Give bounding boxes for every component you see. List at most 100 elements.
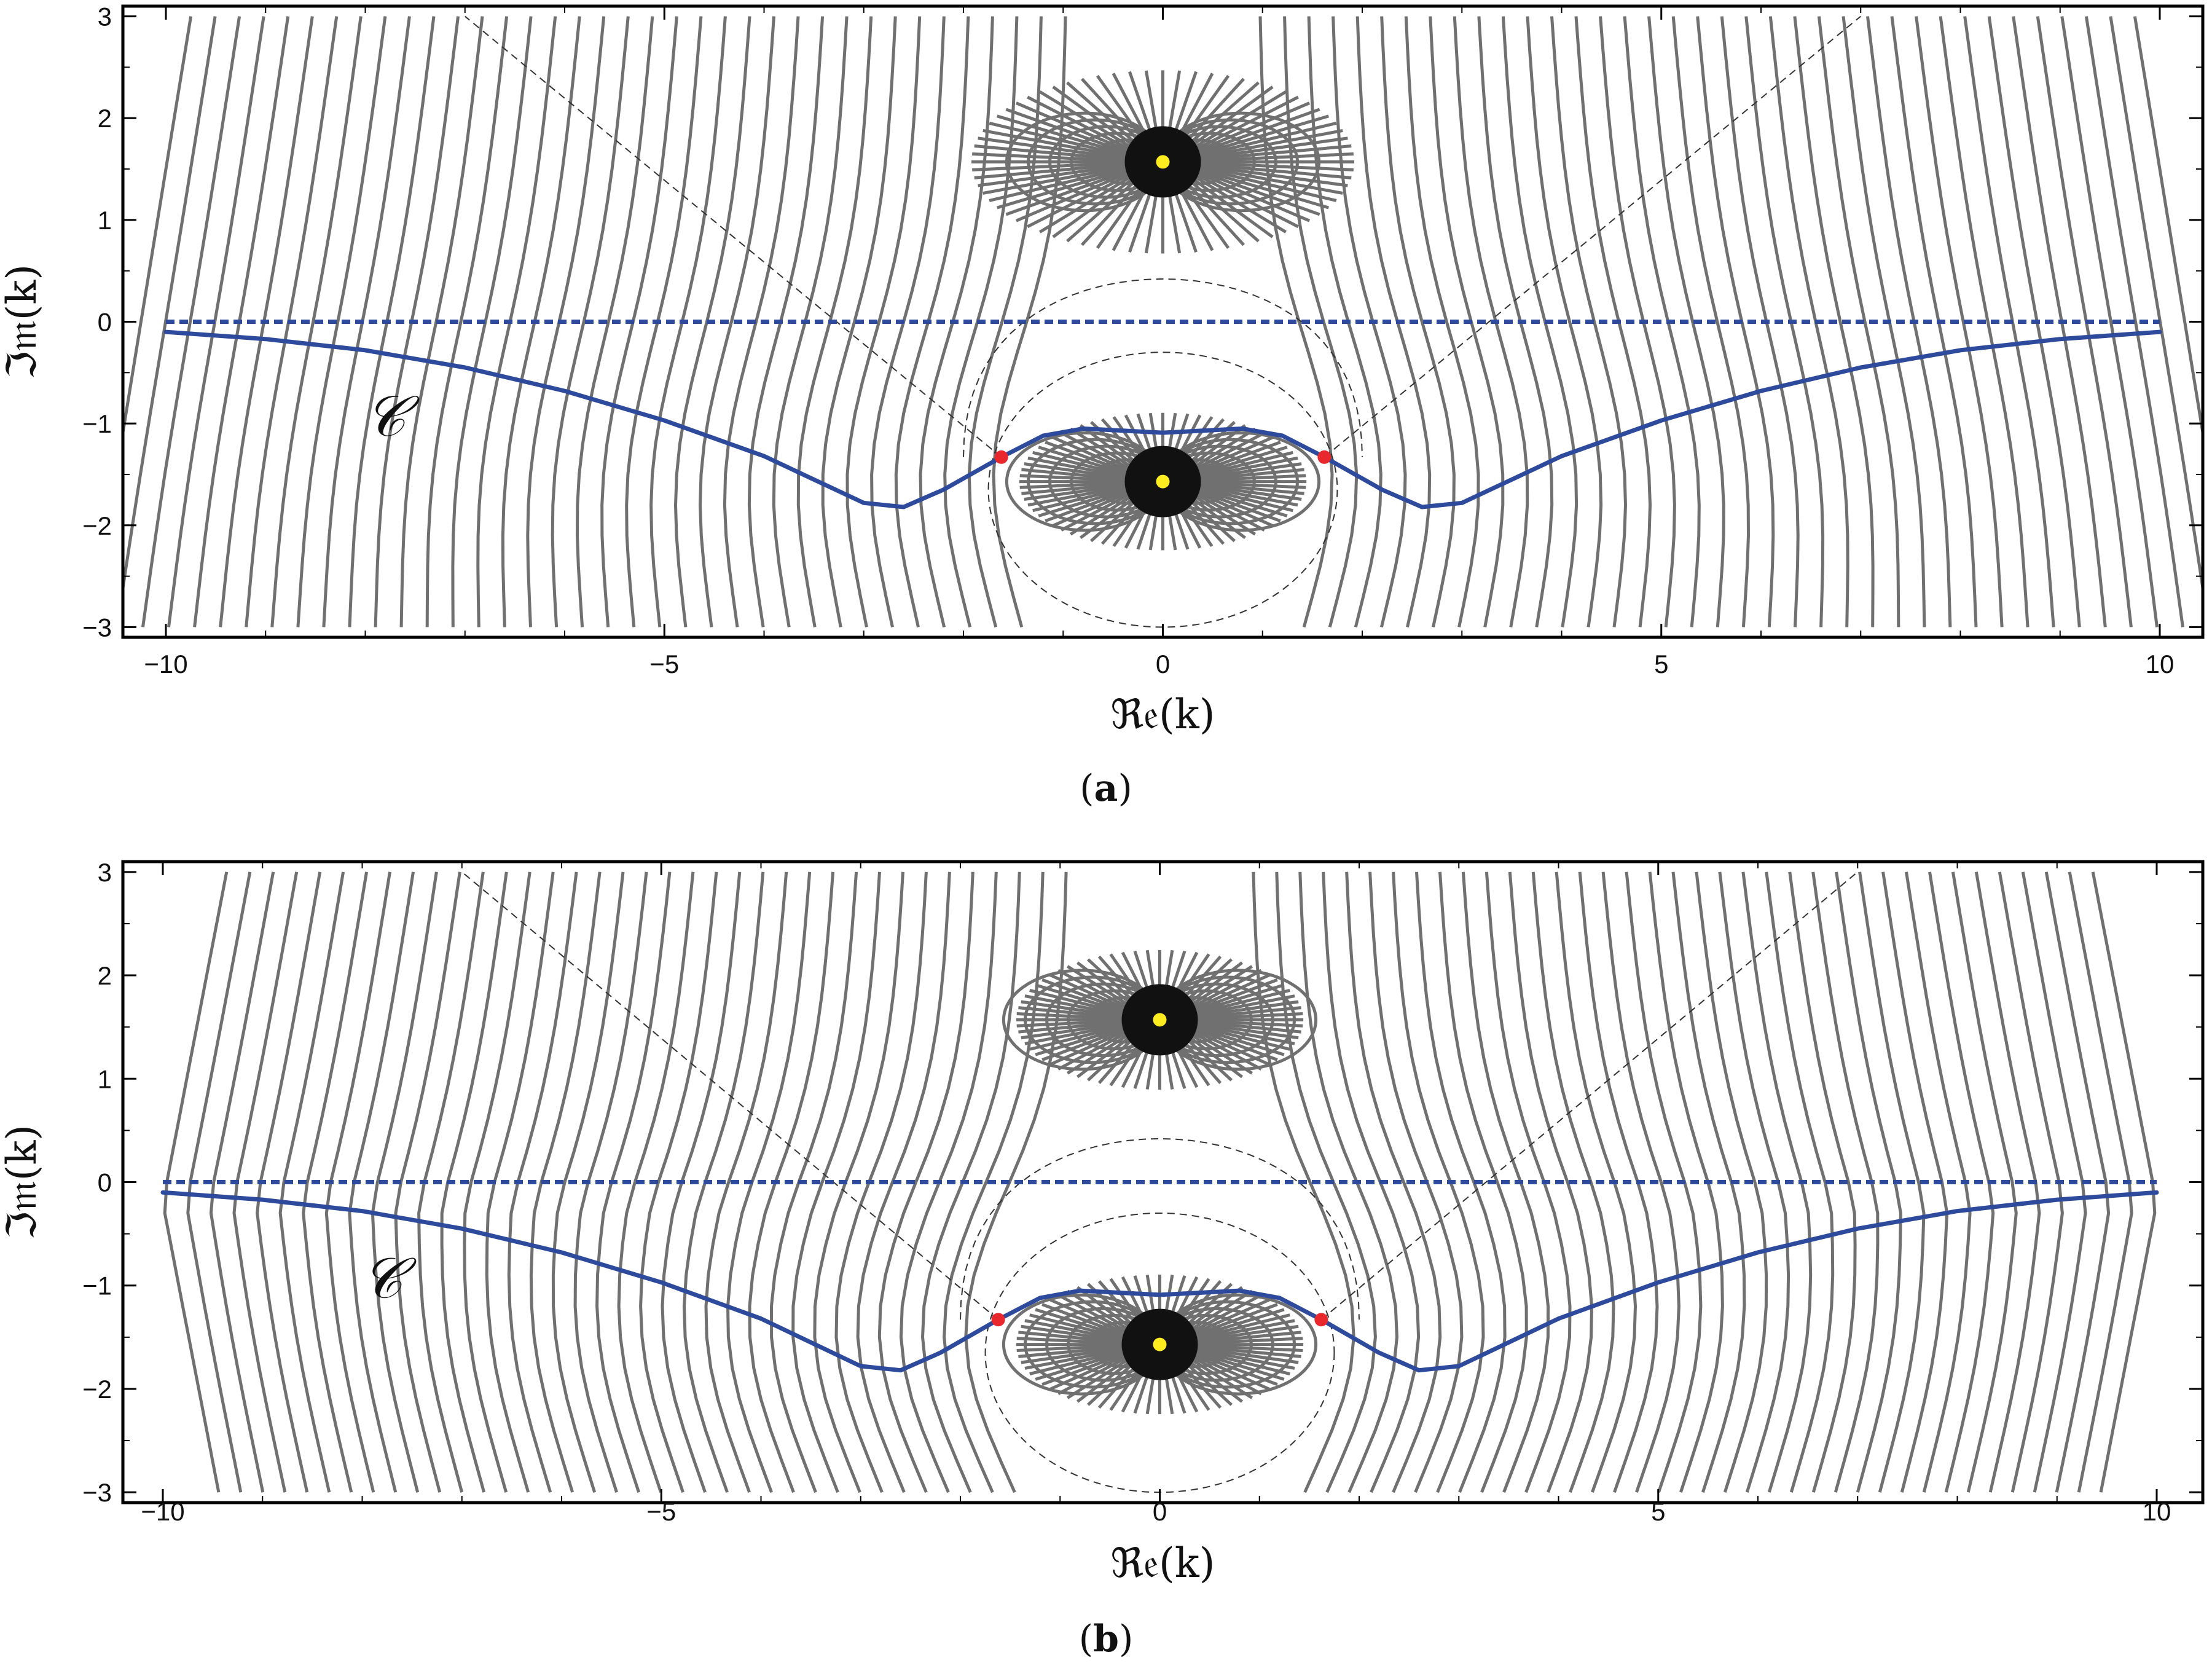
panel-a-pole-ray [1032,482,1142,513]
panel-a-separatrix [987,352,1338,628]
panel-a-pole-ray [974,161,1140,179]
panel-a-contour-c-line [163,329,2162,509]
panel-b-y-tick-label: −2 [82,1375,112,1404]
panel-b-pole-ray [1035,983,1140,1018]
panel-a-x-axis-title: ℜ𝔢(k) [1111,691,1215,738]
panel-a-pole-ray [1185,162,1348,187]
panel-b-field-line [1252,871,1355,1493]
panel-a-field-line [1355,16,1432,627]
panel-a-pole-ray [1184,122,1337,161]
panel-b-field-line [1438,871,1528,1493]
panel-b-saddle-point [991,1313,1005,1327]
panel-b-field-line [1695,871,1768,1493]
panel-a-pole-ray [1184,163,1337,202]
panel-b-y-tick-label: 1 [98,1064,112,1093]
panel-b-field-line [1531,871,1615,1493]
panel-a-pole-ray [1027,482,1141,507]
panel-a-field-line [1744,16,1825,627]
panel-a-field-line [270,16,363,627]
panel-b-field-line [551,871,625,1493]
panel-a-pole-ray [1183,163,1329,210]
panel-b-y-tick-label: 2 [98,961,112,990]
panel-a-y-axis-title: ℑ𝔪(k) [0,264,45,379]
panel-b-pole-ray [1035,1308,1140,1343]
panel-a-x-tick-label: 0 [1156,650,1170,678]
panel-b-field-line [371,871,438,1493]
panel-b-field-line [209,871,275,1493]
panel-a-field-line [1599,16,1676,627]
panel-b-pole-ray [1182,1345,1295,1370]
panel-b-pole-ray [1180,1308,1285,1343]
panel-b-pole-ray [1024,1319,1138,1344]
panel-b-y-axis-title: ℑ𝔪(k) [0,1125,45,1240]
panel-a-field-line [992,16,1067,628]
panel-a-pole-ray [1032,450,1142,481]
panel-b-field-line [1951,871,2018,1493]
panel-b-pole-ray [1021,1344,1137,1364]
caption-b: (b) [1078,1618,1134,1661]
panel-b-x-axis-title: ℜ𝔢(k) [1111,1539,1215,1587]
panel-a-field-line [845,16,922,627]
panel-b-x-tick-label: 5 [1651,1497,1665,1526]
panel-b-field-line [856,871,951,1493]
panel-b-pole-ray [1183,1018,1303,1028]
panel-a-pole-ray [997,163,1143,210]
panel-a-field-line [1258,16,1334,628]
panel-a-field-line [399,16,484,627]
panel-a-pole-ray [1184,482,1293,513]
panel-b-pole-ray [1180,1021,1285,1056]
panel-b-field-line [617,871,695,1493]
panel-a-separatrix [963,278,1363,457]
panel-b-x-tick-label: 0 [1153,1497,1167,1526]
panel-a-field-line [1404,16,1480,627]
panel-b-field-line [1765,871,1835,1493]
panel-a-field-line [501,16,581,627]
panel-a-pole-ray [989,122,1142,161]
panel-a-y-tick-label: −1 [82,409,112,438]
panel-b-field-line [302,871,369,1493]
caption-a: (a) [1080,767,1132,810]
panel-a-x-tick-label: −5 [649,650,679,678]
panel-a-saddle-point [1317,450,1332,464]
panel-b-saddle-point [1314,1313,1328,1327]
panel-b-field-line [704,871,788,1493]
panel-b-field-line [1415,871,1507,1493]
panel-a-field-line [1915,16,2004,627]
panel-b-pole-point [1153,1337,1167,1351]
panel-b-pole-ray [1181,1313,1290,1343]
panel-b-pole-ray [1024,1345,1138,1370]
panel-a-pole-point [1156,155,1170,169]
panel-a-field-line [1817,16,1900,627]
panel-b-y-tick-label: 3 [98,858,112,887]
panel-b-separatrix [461,871,999,1321]
panel-b-pole-ray [1029,1021,1139,1051]
panel-a-pole-ray [997,114,1143,160]
panel-a-pole-ray [1185,456,1298,481]
panel-a-pole-ray [978,136,1140,162]
panel-b-pole-ray [1182,1319,1295,1344]
panel-a-pole-ray [1038,446,1143,480]
panel-a-pole-ray [1185,462,1302,482]
panel-b-pole-ray [1181,1021,1290,1051]
panel-b-field-line [1858,871,1926,1493]
panel-a-field-line [1720,16,1800,627]
panel-a-separatrix-lines [465,15,1861,628]
panel-b-pole-ray [1035,1021,1140,1056]
panel-b-pole-ray [1024,994,1138,1020]
panel-a-field-line [1793,16,1875,627]
panel-a-pole-ray [989,163,1142,202]
panel-b: −10 −5 0 5 10 −3 −2 −1 0 1 2 3 ℜ𝔢(k) ℑ𝔪(k) 𝒞 (b) [0,840,2212,1679]
caption-a-label: a [1094,767,1118,810]
panel-a-y-tick-label: 0 [98,308,112,337]
panel-a-field-line [1526,16,1603,627]
panel-a-field-line [747,16,825,627]
panel-a-pole-ray [982,128,1141,162]
panel-b-y-tick-label: −1 [82,1272,112,1300]
panel-a-field-line [141,16,241,627]
panel-a-pole-ray [1186,160,1354,171]
panel-a: −10 −5 0 5 10 −3 −2 −1 0 1 2 3 ℜ𝔢(k) ℑ𝔪(k) 𝒞 (a) [0,2,2205,810]
panel-a-field-line [551,16,630,627]
panel-a-pole-ray [982,162,1141,195]
panel-b-field-line [943,871,1045,1493]
panel-a-x-tick-label: 10 [2146,650,2175,678]
